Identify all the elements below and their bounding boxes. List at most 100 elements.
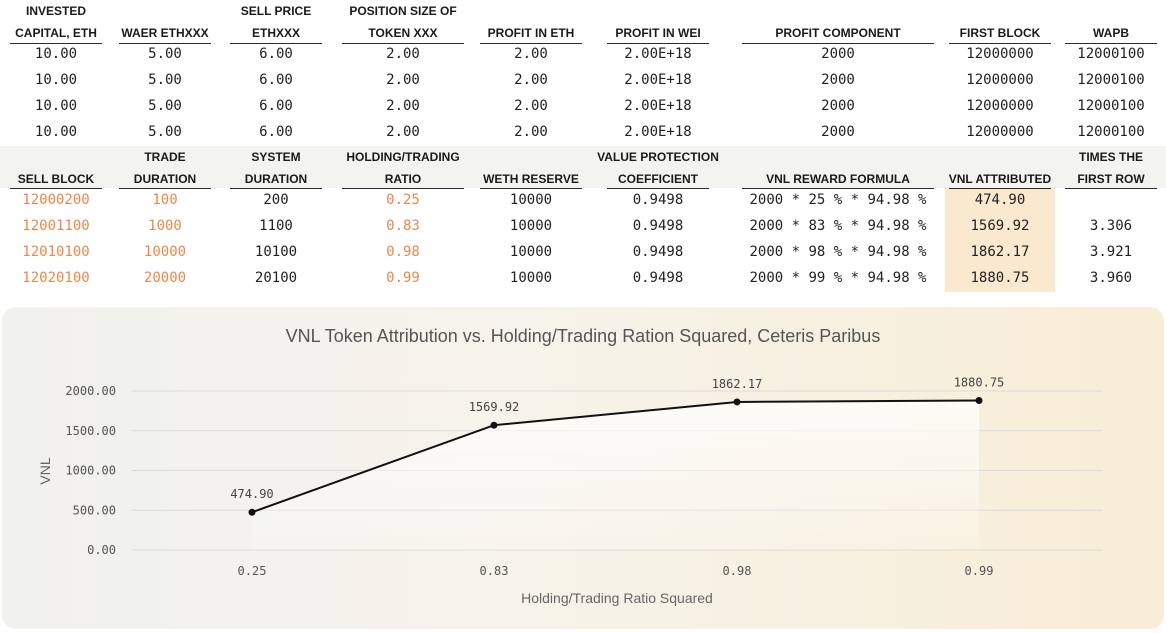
y-tick-label: 500.00 xyxy=(73,503,116,517)
bottom_table-cell: 100 xyxy=(152,192,178,208)
bottom_table-header-1-line-1: DURATION xyxy=(133,172,197,186)
bottom_table-cell: 10000 xyxy=(509,192,553,208)
bottom_table-cell: 0.9498 xyxy=(632,270,684,286)
chart-panel: VNL Token Attribution vs. Holding/Tradin… xyxy=(2,307,1164,629)
data-label: 1880.75 xyxy=(954,375,1005,389)
top_table-cell: 5.00 xyxy=(148,124,182,140)
top_table-cell: 12000000 xyxy=(966,46,1034,62)
bottom_table-cell: 1880.75 xyxy=(970,270,1030,286)
bottom_table-cell: 10000 xyxy=(509,270,553,286)
top_table-cell: 10.00 xyxy=(34,124,78,140)
bottom_table-cell: 0.9498 xyxy=(632,218,684,234)
top_table-cell: 10.00 xyxy=(34,72,78,88)
top_table-cell: 12000000 xyxy=(966,98,1034,114)
top_table-header-rule-1 xyxy=(119,43,211,44)
bottom_table-cell: 10000 xyxy=(143,244,187,260)
vnl-attributed-highlight xyxy=(945,188,1055,292)
bottom_table-header-rule-0 xyxy=(10,188,102,189)
top_table-header-4-line-1: PROFIT IN ETH xyxy=(487,26,575,40)
top_table-header-rule-3 xyxy=(342,43,464,44)
top_table-header-0-line-0: INVESTED xyxy=(25,4,86,18)
bottom_table-cell: 0.83 xyxy=(386,218,420,234)
y-axis-title: VNL xyxy=(37,457,53,484)
top_table-header-3-line-1: TOKEN XXX xyxy=(368,26,438,40)
top_table-header-rule-7 xyxy=(949,43,1051,44)
top_table-cell: 12000000 xyxy=(966,72,1034,88)
top_table-cell: 2000 xyxy=(821,98,855,114)
bottom_table-header-rule-6 xyxy=(742,188,934,189)
bottom_table-cell: 1100 xyxy=(259,218,293,234)
bottom_table-cell: 12020100 xyxy=(22,270,90,286)
bottom_table-cell: 20000 xyxy=(143,270,187,286)
data-label: 474.90 xyxy=(230,487,273,501)
y-tick-label: 2000.00 xyxy=(65,384,116,398)
top_table-header-7-line-1: FIRST BLOCK xyxy=(959,26,1041,40)
data-point xyxy=(490,421,498,429)
top_table-cell: 12000000 xyxy=(966,124,1034,140)
bottom_table-header-8-line-0: TIMES THE xyxy=(1078,150,1143,164)
top_table-header-rule-4 xyxy=(480,43,582,44)
top_table-cell: 5.00 xyxy=(148,46,182,62)
bottom_table-cell: 2000 * 98 % * 94.98 % xyxy=(749,244,927,260)
bottom_table-cell: 0.99 xyxy=(386,270,420,286)
bottom_table-header-5-line-0: VALUE PROTECTION xyxy=(597,150,719,164)
bottom_table-cell: 0.9498 xyxy=(632,192,684,208)
top_table-header-3-line-0: POSITION SIZE OF xyxy=(349,4,457,18)
top_table-header-rule-6 xyxy=(742,43,934,44)
x-tick-label: 0.83 xyxy=(480,564,509,578)
bottom_table-cell: 0.25 xyxy=(386,192,420,208)
bottom_table-cell: 0.9498 xyxy=(632,244,684,260)
bottom_table-cell: 10000 xyxy=(509,244,553,260)
top_table-cell: 12000100 xyxy=(1077,46,1145,62)
bottom_table-header-5-line-1: COEFFICIENT xyxy=(618,172,698,186)
bottom_table-header-2-line-0: SYSTEM xyxy=(251,150,301,164)
top_table-cell: 2.00 xyxy=(514,72,548,88)
data-point xyxy=(733,398,741,406)
top_table-cell: 5.00 xyxy=(148,72,182,88)
bottom_table-header-1-line-0: TRADE xyxy=(144,150,186,164)
top_table-cell: 2.00 xyxy=(386,124,420,140)
top_table-cell: 10.00 xyxy=(34,98,78,114)
top_table-cell: 6.00 xyxy=(259,72,293,88)
top_table-cell: 12000100 xyxy=(1077,98,1145,114)
bottom_table-cell: 2000 * 25 % * 94.98 % xyxy=(749,192,927,208)
top_table-cell: 2.00E+18 xyxy=(624,72,692,88)
bottom_table-cell: 10000 xyxy=(509,218,553,234)
data-point xyxy=(975,396,983,404)
bottom_table-cell: 1862.17 xyxy=(970,244,1030,260)
bottom_table-cell: 10100 xyxy=(254,244,298,260)
top_table-cell: 2.00E+18 xyxy=(624,46,692,62)
top_table-cell: 6.00 xyxy=(259,124,293,140)
top_table-cell: 2.00 xyxy=(514,98,548,114)
top_table-cell: 10.00 xyxy=(34,46,78,62)
top_table-cell: 2.00 xyxy=(514,124,548,140)
top_table-cell: 2.00E+18 xyxy=(624,98,692,114)
top_table-cell: 2000 xyxy=(821,124,855,140)
top_table-header-5-line-1: PROFIT IN WEI xyxy=(615,26,701,40)
data-label: 1862.17 xyxy=(712,377,763,391)
bottom_table-cell: 12010100 xyxy=(22,244,90,260)
bottom_table-header-rule-1 xyxy=(119,188,211,189)
top_table-header-2-line-0: SELL PRICE xyxy=(240,4,312,18)
bottom_table-cell: 474.90 xyxy=(974,192,1026,208)
bottom_table-header-0-line-1: SELL BLOCK xyxy=(17,172,95,186)
top_table-cell: 2.00 xyxy=(386,98,420,114)
bottom_table-cell: 20100 xyxy=(254,270,298,286)
top_table-cell: 6.00 xyxy=(259,98,293,114)
top_table-header-rule-8 xyxy=(1065,43,1157,44)
bottom_table-header-8-line-1: FIRST ROW xyxy=(1077,172,1145,186)
top_table-header-2-line-1: ETHXXX xyxy=(251,26,300,40)
top_table-cell: 2.00 xyxy=(386,72,420,88)
bottom_table-cell: 12000200 xyxy=(22,192,90,208)
bottom_table-header-rule-2 xyxy=(230,188,322,189)
bottom_table-cell: 12001100 xyxy=(22,218,90,234)
bottom_table-header-3-line-0: HOLDING/TRADING xyxy=(346,150,460,164)
top_table-cell: 12000100 xyxy=(1077,124,1145,140)
bottom_table-header-7-line-1: VNL ATTRIBUTED xyxy=(948,172,1052,186)
top_table-cell: 5.00 xyxy=(148,98,182,114)
top_table-cell: 2000 xyxy=(821,72,855,88)
top_table-header-1-line-1: WAER ETHXXX xyxy=(121,26,209,40)
bottom_table-header-6-line-1: VNL REWARD FORMULA xyxy=(766,172,910,186)
bottom_table-header-4-line-1: WETH RESERVE xyxy=(483,172,579,186)
bottom_table-header-2-line-1: DURATION xyxy=(244,172,308,186)
